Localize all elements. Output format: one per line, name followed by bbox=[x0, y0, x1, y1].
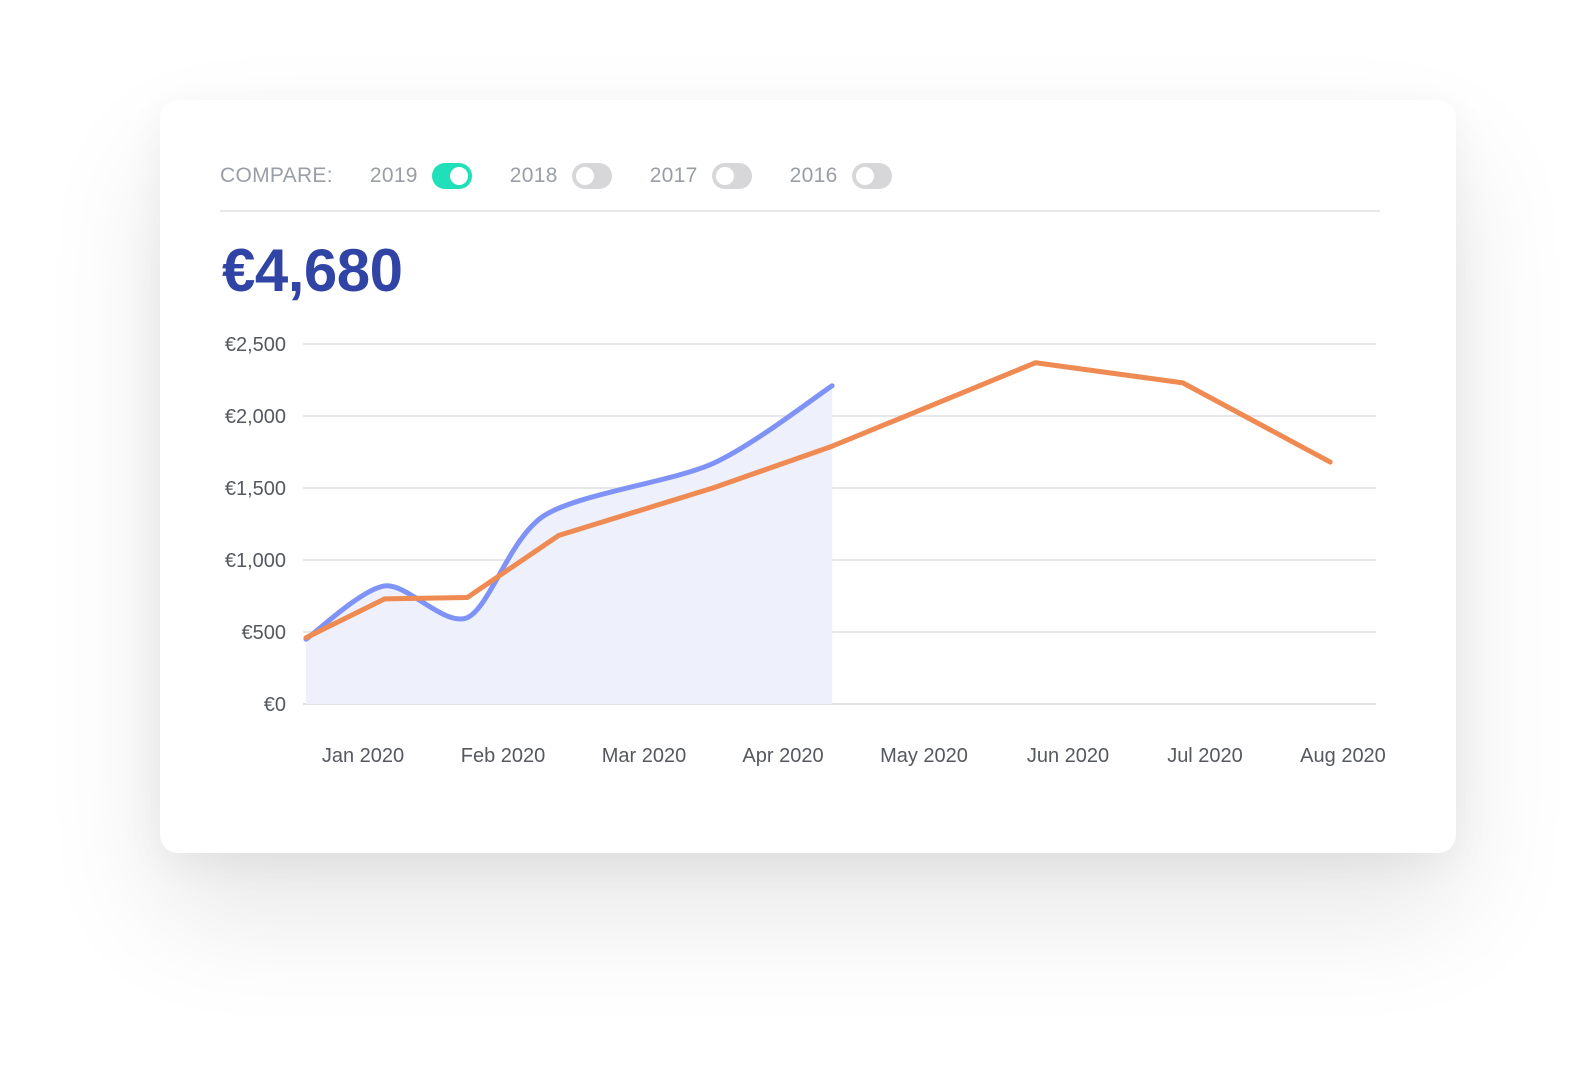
compare-year-2018[interactable]: 2018 bbox=[510, 163, 612, 189]
line-chart: €0 €500 €1,000 €1,500 €2,000 €2,500 Jan 2020 Fe… bbox=[225, 334, 1386, 767]
y-tick-label: €2,500 bbox=[225, 334, 286, 356]
compare-label: COMPARE: bbox=[220, 164, 333, 187]
compare-toggle-2019[interactable] bbox=[431, 163, 472, 189]
y-tick-label: €500 bbox=[242, 622, 287, 644]
y-tick-label: €0 bbox=[264, 694, 286, 716]
x-tick-label: Feb 2020 bbox=[461, 745, 546, 767]
compare-toggle-2016[interactable] bbox=[851, 163, 892, 189]
y-tick-label: €2,000 bbox=[225, 406, 286, 428]
y-tick-label: €1,000 bbox=[225, 550, 286, 572]
x-tick-label: Mar 2020 bbox=[602, 745, 687, 767]
compare-year-label: 2016 bbox=[789, 164, 838, 187]
toggle-knob bbox=[855, 167, 874, 185]
compare-toggle-2018[interactable] bbox=[571, 163, 612, 189]
series-current-line bbox=[303, 383, 835, 642]
x-tick-label: Jan 2020 bbox=[322, 745, 404, 767]
x-tick-label: Apr 2020 bbox=[742, 745, 823, 767]
toggle-knob bbox=[575, 167, 594, 185]
chart-card: COMPARE: 2019 2018 2017 2016 €4,680 €0 €5… bbox=[160, 100, 1456, 853]
compare-toggle-2017[interactable] bbox=[711, 163, 752, 189]
y-tick-label: €1,500 bbox=[225, 478, 286, 500]
header-divider bbox=[220, 210, 1380, 212]
x-tick-label: Jun 2020 bbox=[1027, 745, 1109, 767]
compare-year-2016[interactable]: 2016 bbox=[790, 163, 892, 189]
compare-year-label: 2018 bbox=[509, 164, 558, 187]
total-value: €4,680 bbox=[222, 237, 403, 304]
compare-year-2017[interactable]: 2017 bbox=[650, 163, 752, 189]
toggle-knob bbox=[449, 167, 468, 185]
compare-year-label: 2017 bbox=[649, 164, 698, 187]
compare-year-2019[interactable]: 2019 bbox=[370, 163, 472, 189]
series-compare-line bbox=[303, 360, 1333, 641]
x-tick-label: May 2020 bbox=[880, 745, 968, 767]
compare-toolbar: COMPARE: 2019 2018 2017 2016 bbox=[220, 160, 930, 192]
compare-year-label: 2019 bbox=[369, 164, 418, 187]
toggle-knob bbox=[715, 167, 734, 185]
series-current-area bbox=[306, 385, 833, 704]
x-tick-label: Aug 2020 bbox=[1300, 745, 1386, 767]
x-tick-label: Jul 2020 bbox=[1167, 745, 1243, 767]
